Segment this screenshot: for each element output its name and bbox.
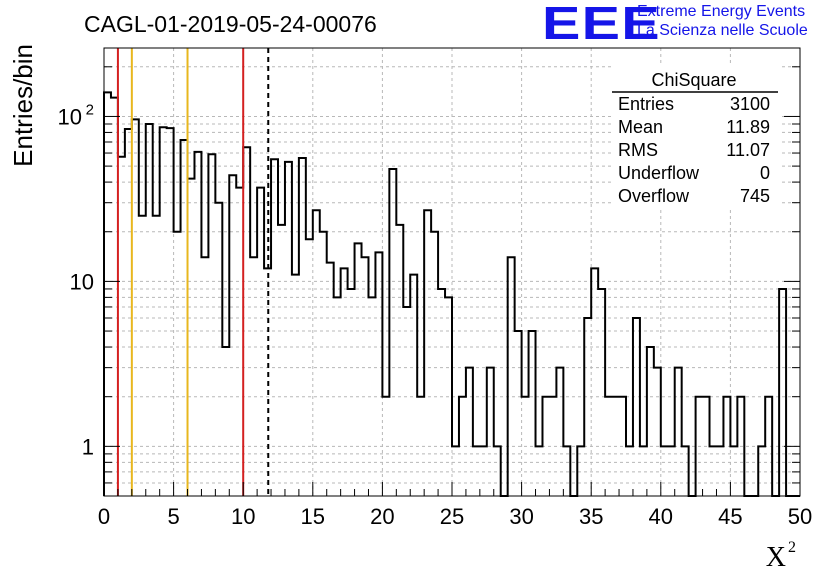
- stats-label-overflow: Overflow: [618, 186, 690, 206]
- histogram-bin: [362, 257, 369, 496]
- stats-value-underflow: 0: [760, 163, 770, 183]
- histogram-bin: [515, 331, 522, 496]
- histogram-bin: [654, 368, 661, 496]
- histogram-bin: [348, 289, 355, 496]
- histogram-bin: [584, 318, 591, 496]
- histogram-bin: [313, 210, 320, 496]
- histogram-bin: [508, 257, 515, 496]
- y-tick-label: 10: [70, 269, 94, 294]
- histogram-bin: [299, 158, 306, 496]
- eee-logo-mark: EEE: [542, 0, 661, 49]
- histogram-bin: [779, 289, 786, 496]
- histogram-bin: [125, 129, 132, 496]
- histogram-outline: [103, 91, 800, 497]
- histogram-bin: [236, 188, 243, 496]
- histogram-bin: [633, 318, 640, 496]
- x-axis-label: X: [766, 542, 786, 572]
- histogram-bin: [194, 152, 201, 496]
- histogram-bin: [389, 169, 396, 496]
- histogram-bin: [438, 289, 445, 496]
- x-tick-label: 40: [649, 504, 673, 529]
- histogram-bin: [598, 289, 605, 496]
- stats-value-overflow: 745: [740, 186, 770, 206]
- histogram-bin: [250, 257, 257, 496]
- stats-box-bg: [612, 66, 780, 210]
- stats-label-rms: RMS: [618, 140, 658, 160]
- x-tick-label: 30: [509, 504, 533, 529]
- x-axis-label-exponent: 2: [788, 539, 796, 556]
- stats-box-title: ChiSquare: [651, 70, 736, 90]
- x-tick-label: 5: [167, 504, 179, 529]
- x-ticks: [103, 482, 801, 496]
- x-tick-label: 10: [231, 504, 255, 529]
- histogram-bin: [487, 368, 494, 496]
- x-tick-label: 25: [440, 504, 464, 529]
- histogram-bin: [222, 347, 229, 496]
- logo-line-2: La Scienza nelle Scuole: [637, 22, 808, 39]
- stats-box: ChiSquare Entries 3100 Mean 11.89 RMS 11.07 Und…: [612, 66, 780, 210]
- stats-value-rms: 11.07: [726, 140, 770, 160]
- logo-line-1: Extreme Energy Events: [637, 3, 806, 20]
- stats-label-underflow: Underflow: [618, 163, 700, 183]
- histogram-bin: [431, 232, 438, 496]
- histogram-bin: [278, 225, 285, 496]
- histogram-bin: [208, 154, 215, 496]
- y-tick-label: 1: [82, 434, 94, 459]
- histogram-bin: [529, 331, 536, 496]
- histogram-bin: [257, 188, 264, 496]
- histogram-bin: [118, 157, 125, 496]
- y-axis-label: Entries/bin: [8, 44, 38, 167]
- x-tick-label: 35: [579, 504, 603, 529]
- x-tick-label: 50: [788, 504, 812, 529]
- histogram-bin: [215, 203, 222, 496]
- histogram-bin: [243, 147, 250, 496]
- histogram-bin: [396, 225, 403, 496]
- chart-title: CAGL-01-2019-05-24-00076: [84, 11, 377, 37]
- histogram-bin: [647, 347, 654, 496]
- x-tick-label: 15: [301, 504, 325, 529]
- histogram-bin: [271, 159, 278, 496]
- histogram-bin: [201, 257, 208, 496]
- histogram-bin: [320, 232, 327, 496]
- stats-label-mean: Mean: [618, 117, 663, 137]
- stats-label-entries: Entries: [618, 94, 674, 114]
- histogram-bin: [675, 368, 682, 496]
- histogram-bin: [424, 210, 431, 496]
- histogram-bin: [167, 128, 174, 496]
- histogram-bin: [229, 175, 236, 496]
- stats-value-entries: 3100: [730, 94, 770, 114]
- x-tick-label: 45: [718, 504, 742, 529]
- y-tick-label-exponent: 2: [86, 101, 94, 118]
- histogram-bin: [146, 124, 153, 496]
- histogram-bin: [111, 98, 118, 496]
- y-ticks: [104, 66, 800, 497]
- histogram-bin: [132, 119, 139, 496]
- stats-value-mean: 11.89: [726, 117, 770, 137]
- histogram-bin: [174, 232, 181, 496]
- histogram-bin: [466, 368, 473, 496]
- histogram-bin: [403, 307, 410, 496]
- x-tick-label: 0: [98, 504, 110, 529]
- histogram-bin: [556, 368, 563, 496]
- x-tick-label: 20: [370, 504, 394, 529]
- histogram-bin: [188, 179, 195, 496]
- y-tick-label: 10: [58, 104, 82, 129]
